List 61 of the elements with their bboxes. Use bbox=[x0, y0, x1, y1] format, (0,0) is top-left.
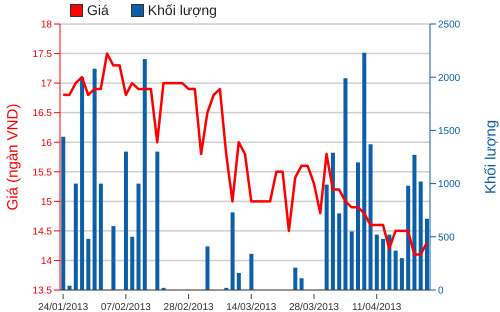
bar bbox=[98, 184, 103, 290]
x-tick-label: 24/01/2013 bbox=[38, 302, 89, 312]
bar bbox=[406, 186, 410, 290]
y-tick-label: 14 bbox=[40, 256, 52, 267]
y2-tick-label: 1000 bbox=[438, 179, 461, 190]
y2-tick-label: 1500 bbox=[438, 126, 461, 137]
bar bbox=[136, 184, 141, 290]
bar bbox=[343, 78, 348, 290]
bar bbox=[418, 181, 423, 290]
y-tick-label: 13.5 bbox=[32, 286, 52, 297]
y-tick-label: 17.5 bbox=[32, 49, 52, 60]
bar bbox=[362, 52, 366, 290]
bar bbox=[300, 278, 304, 290]
y-tick-label: 14.5 bbox=[32, 226, 52, 238]
bar bbox=[205, 246, 210, 290]
y2-tick-label: 2500 bbox=[438, 20, 461, 31]
x-tick-label: 07/02/2013 bbox=[100, 302, 152, 312]
bar bbox=[330, 152, 335, 290]
y-tick-label: 16.5 bbox=[32, 108, 52, 120]
bar bbox=[80, 77, 84, 290]
bar bbox=[412, 154, 416, 290]
bar bbox=[400, 258, 404, 290]
bar bbox=[394, 250, 398, 290]
y-tick-label: 16 bbox=[40, 138, 52, 149]
x-tick-label: 11/04/2013 bbox=[352, 302, 402, 312]
legend-label: Giá bbox=[86, 2, 109, 18]
bar bbox=[381, 238, 386, 290]
y-tick-label: 18 bbox=[40, 20, 52, 31]
y-tick-label: 17 bbox=[40, 78, 52, 90]
y-tick-label: 15 bbox=[40, 196, 52, 208]
bar bbox=[324, 184, 329, 290]
bar bbox=[230, 212, 235, 290]
bar bbox=[130, 236, 134, 290]
bar bbox=[368, 144, 373, 290]
y2-axis-title: Khối lượng bbox=[482, 120, 500, 194]
bar bbox=[337, 213, 342, 290]
bar bbox=[374, 234, 379, 290]
bar bbox=[356, 162, 360, 290]
bar bbox=[124, 152, 128, 290]
y2-tick-label: 2000 bbox=[438, 72, 461, 84]
bar bbox=[92, 68, 97, 290]
line-series bbox=[62, 52, 428, 256]
x-tick-label: 14/03/2013 bbox=[226, 302, 277, 312]
bar bbox=[68, 286, 72, 290]
bar bbox=[86, 238, 90, 290]
bar bbox=[111, 226, 116, 290]
legend-label: Khối lượng bbox=[146, 2, 217, 18]
y2-tick-label: 500 bbox=[438, 232, 456, 244]
y-tick-label: 15.5 bbox=[32, 167, 52, 178]
bar bbox=[350, 231, 354, 290]
x-tick-label: 28/03/2013 bbox=[288, 302, 340, 312]
y-axis-title: Giá (ngàn VND) bbox=[4, 104, 22, 210]
bar bbox=[236, 272, 241, 290]
bar bbox=[74, 184, 78, 290]
bar bbox=[249, 254, 254, 290]
bar bbox=[293, 268, 298, 290]
x-tick-label: 28/02/2013 bbox=[164, 302, 214, 312]
bar bbox=[61, 136, 66, 290]
bar bbox=[155, 152, 160, 290]
bar bbox=[142, 59, 147, 290]
y2-tick-label: 0 bbox=[438, 286, 444, 297]
